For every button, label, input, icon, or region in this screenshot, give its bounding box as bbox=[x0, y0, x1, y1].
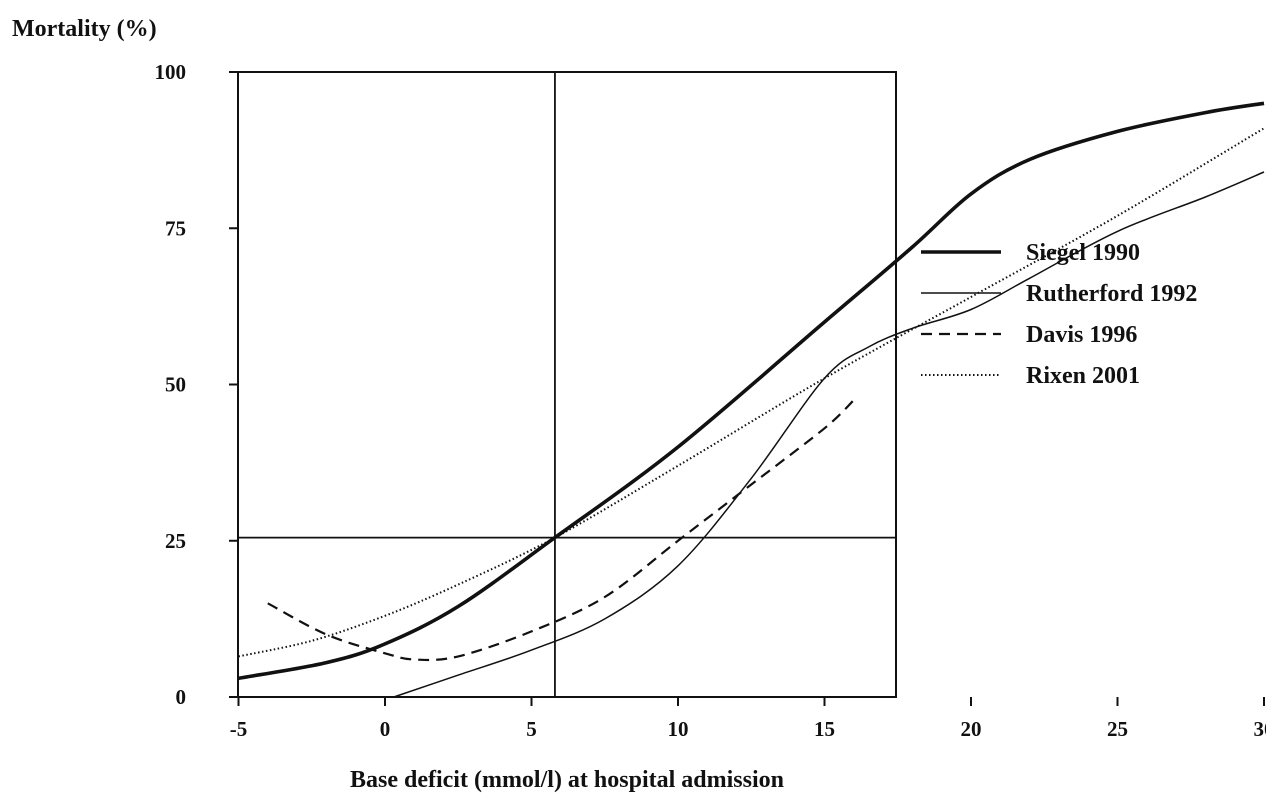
x-axis-label: Base deficit (mmol/l) at hospital admiss… bbox=[350, 767, 784, 793]
series-line-rixen-2001 bbox=[238, 127, 1265, 658]
plot-frame bbox=[237, 71, 897, 698]
y-axis-label: Mortality (%) bbox=[12, 16, 157, 42]
x-tick-label: 30 bbox=[1254, 717, 1266, 741]
x-tick-label: 20 bbox=[961, 717, 982, 741]
y-tick-label: 0 bbox=[176, 685, 187, 709]
x-tick-label: -5 bbox=[230, 717, 248, 741]
legend-label-rixen-2001: Rixen 2001 bbox=[1026, 363, 1140, 389]
legend-label-rutherford-1992: Rutherford 1992 bbox=[1026, 281, 1197, 307]
x-tick-label: 5 bbox=[526, 717, 537, 741]
series-line-davis-1996 bbox=[267, 399, 855, 662]
legend-label-davis-1996: Davis 1996 bbox=[1026, 322, 1137, 348]
reference-lines bbox=[238, 72, 896, 697]
x-tick-label: 15 bbox=[814, 717, 835, 741]
y-tick-label: 50 bbox=[165, 373, 186, 397]
y-tick-label: 75 bbox=[165, 216, 186, 240]
series-line-siegel-1990 bbox=[238, 101, 1265, 681]
x-axis-ticks: -5 0 5 10 15 20 25 30 bbox=[230, 697, 1266, 741]
legend: Siegel 1990 Rutherford 1992 Davis 1996 Rixe… bbox=[921, 240, 1197, 389]
series-line-rutherford-1992 bbox=[393, 171, 1265, 698]
x-tick-label: 25 bbox=[1107, 717, 1128, 741]
y-tick-label: 100 bbox=[155, 60, 187, 84]
series-lines bbox=[238, 101, 1265, 698]
legend-label-siegel-1990: Siegel 1990 bbox=[1026, 240, 1140, 266]
y-axis-ticks: 0 25 50 75 100 bbox=[155, 60, 238, 709]
y-tick-label: 25 bbox=[165, 529, 186, 553]
x-tick-label: 0 bbox=[380, 717, 391, 741]
x-tick-label: 10 bbox=[668, 717, 689, 741]
